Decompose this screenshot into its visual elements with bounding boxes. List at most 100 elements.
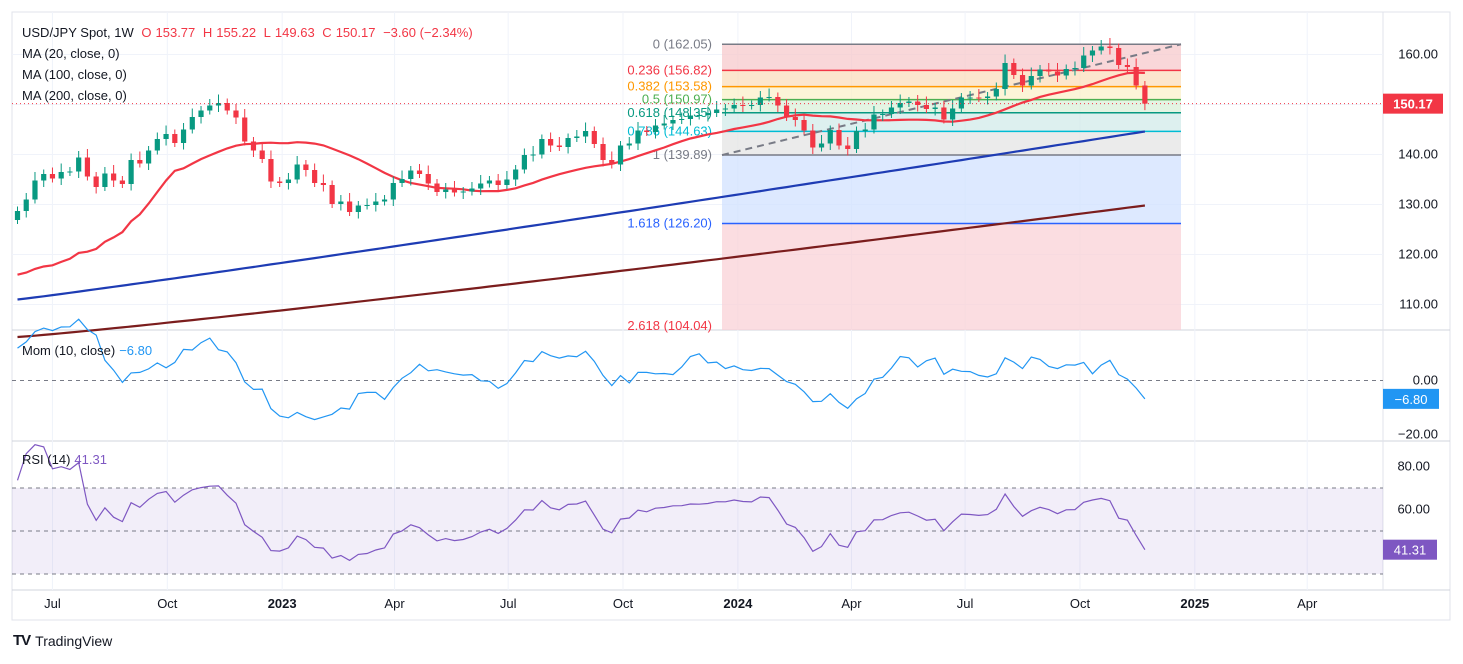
fib-zone [722,86,1181,100]
fib-level-label: 0.236 (156.82) [627,62,712,77]
candle-body [556,145,562,147]
candle-body [915,101,921,105]
candle-body [32,180,38,200]
fib-level-label: 2.618 (104.04) [627,318,712,333]
last-price-tag-label: 150.17 [1393,97,1433,112]
x-tick-label: Jul [44,596,61,611]
fib-trend-line [721,43,1182,157]
candle-body [626,143,632,146]
rsi-value: 41.31 [74,452,107,467]
candle-body [775,97,781,106]
tradingview-brand[interactable]: TV TradingView [13,632,112,649]
candle-body [390,183,396,200]
candle-body [941,107,947,120]
candle-body [652,125,659,132]
candle-body [1028,76,1034,86]
change-value: −3.60 (−2.34%) [383,25,473,40]
x-tick-label: Oct [613,596,634,611]
open-value: 153.77 [155,25,196,40]
candle-body [320,183,326,185]
candle-body [128,160,134,184]
candle-body [1002,63,1008,89]
candle-body [600,144,606,160]
candle-body [548,139,554,146]
candle-body [486,180,493,184]
candle-body [783,105,790,117]
ohlc-values: O 153.77 H 155.22 L 149.63 C 150.17 −3.60 (−… [141,25,476,40]
fib-zone [722,44,1181,71]
candle-body [215,103,222,106]
candle-body [862,129,868,131]
rsi-label[interactable]: RSI (14) [22,452,71,467]
price-tick-label: 130.00 [1398,197,1438,212]
candle-body [591,131,597,144]
momentum-value: −6.80 [119,343,153,358]
candle-body [888,107,895,114]
candle-body [696,115,702,116]
candle-body [416,170,423,174]
candle-body [338,201,344,204]
candle-body [1046,69,1052,72]
candle-body [224,103,230,111]
candle-body [801,120,807,131]
candle-body [277,181,283,183]
last-price-tag [1383,93,1443,114]
candle-body [906,101,912,103]
ma100-legend[interactable]: MA (100, close, 0) [22,67,127,82]
momentum-tick-label: 0.00 [1413,373,1438,388]
candle-body [976,97,982,99]
candle-body [355,205,361,212]
brand-name: TradingView [35,632,113,649]
candle-body [102,173,108,187]
candle-body [950,108,956,120]
momentum-label[interactable]: Mom (10, close) [22,343,116,358]
candle-body [565,138,571,147]
ma20-legend[interactable]: MA (20, close, 0) [22,46,120,61]
candle-body [495,180,501,185]
ma200-line [17,204,1146,339]
rsi-value-tag [1383,539,1437,560]
candle-body [460,191,466,193]
candle-body [513,169,519,180]
candle-body [827,130,833,144]
price-tick-label: 110.00 [1399,297,1438,312]
momentum-line [17,318,1146,421]
x-tick-label: Oct [157,596,178,611]
candle-body [1107,46,1113,48]
rsi-band-fill [12,488,1383,574]
high-value: 155.22 [216,25,257,40]
candle-body [984,96,991,98]
candle-body [993,89,999,97]
candle-body [617,145,624,165]
candle-body [268,159,274,182]
high-label: H [202,25,213,40]
candle-body [871,114,877,130]
candle-body [408,170,414,179]
candle-body [346,201,353,212]
ma100-line [17,130,1146,301]
candle-body [1116,48,1122,65]
candle-body [58,172,64,179]
x-tick-label: 2025 [1180,596,1209,611]
candle-body [574,136,580,138]
low-value: 149.63 [274,25,315,40]
low-label: L [263,25,271,40]
candle-body [810,130,816,148]
momentum-panel [12,318,1383,421]
symbol-label[interactable]: USD/JPY Spot, 1W [22,25,134,40]
candle-body [845,145,851,149]
candle-body [76,157,82,172]
candle-body [364,205,370,206]
candle-body [233,110,239,118]
x-tick-label: Jul [500,596,517,611]
candle-body [434,183,440,192]
candle-body [154,139,160,151]
candle-body [93,176,99,187]
fib-level-label: 1 (139.89) [653,147,712,162]
candle-body [749,105,755,106]
x-tick-label: Apr [1297,596,1318,611]
ma200-legend[interactable]: MA (200, close, 0) [22,88,127,103]
candle-body [670,120,676,124]
candle-body [740,105,746,106]
momentum-legend: Mom (10, close) −6.80 [22,342,156,359]
